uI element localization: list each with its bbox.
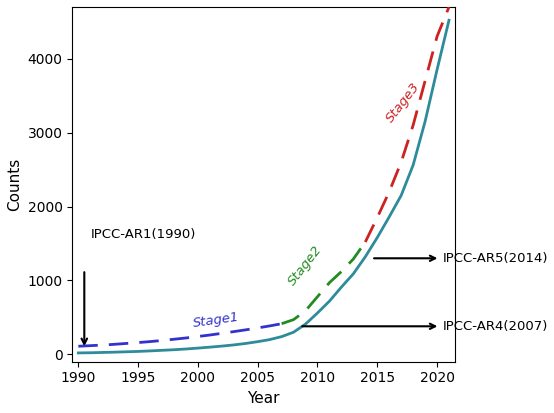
Text: Stage2: Stage2 xyxy=(286,243,325,288)
Text: IPCC-AR5(2014): IPCC-AR5(2014) xyxy=(374,252,548,265)
Text: Stage1: Stage1 xyxy=(192,311,240,330)
Text: Stage3: Stage3 xyxy=(384,81,423,125)
Text: IPCC-AR4(2007): IPCC-AR4(2007) xyxy=(302,320,548,333)
Text: IPCC-AR1(1990): IPCC-AR1(1990) xyxy=(90,228,196,241)
X-axis label: Year: Year xyxy=(248,391,280,406)
Y-axis label: Counts: Counts xyxy=(7,158,22,211)
